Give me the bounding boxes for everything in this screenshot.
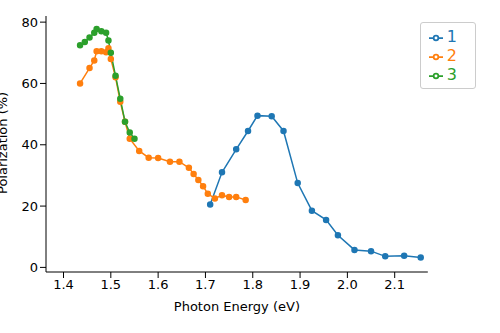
svg-text:1.9: 1.9 xyxy=(290,277,311,292)
svg-text:0: 0 xyxy=(30,260,38,275)
svg-text:1.5: 1.5 xyxy=(100,277,121,292)
svg-text:60: 60 xyxy=(21,76,38,91)
svg-text:1.8: 1.8 xyxy=(242,277,263,292)
svg-text:40: 40 xyxy=(21,137,38,152)
html-text:2: 2 xyxy=(446,46,457,65)
svg-text:Photon Energy (eV): Photon Energy (eV) xyxy=(174,299,300,314)
svg-text:2.0: 2.0 xyxy=(337,277,358,292)
svg-text:2.1: 2.1 xyxy=(384,277,405,292)
html-text:1: 1 xyxy=(446,27,457,46)
svg-text:1.6: 1.6 xyxy=(148,277,169,292)
svg-text:1.7: 1.7 xyxy=(195,277,216,292)
svg-text:Polarization (%): Polarization (%) xyxy=(8,92,10,194)
svg-text:1.4: 1.4 xyxy=(53,277,74,292)
svg-text:80: 80 xyxy=(21,15,38,30)
html-text:3: 3 xyxy=(446,65,457,84)
svg-text:20: 20 xyxy=(21,199,38,214)
